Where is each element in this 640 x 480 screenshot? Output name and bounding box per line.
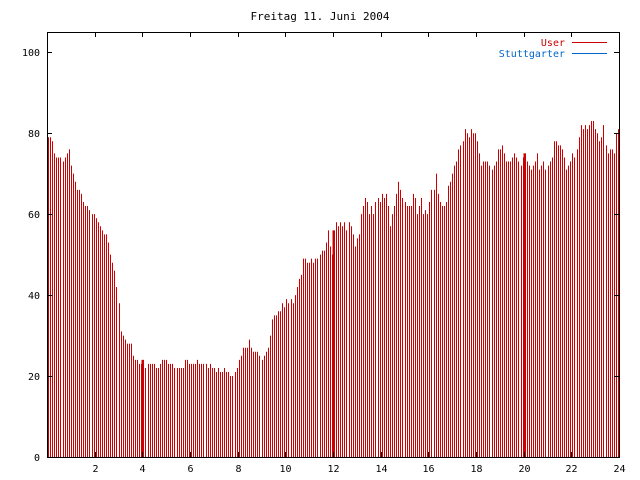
bar-layer (48, 121, 619, 457)
y-tick-label: 20 (28, 372, 40, 383)
chart-title: Freitag 11. Juni 2004 (250, 10, 389, 23)
y-tick-label: 80 (28, 129, 40, 140)
y-tick-label: 0 (34, 453, 40, 464)
x-tick-label: 4 (139, 464, 145, 475)
legend-label-user: User (541, 38, 565, 49)
x-tick-label: 20 (518, 464, 530, 475)
x-tick-label: 18 (470, 464, 482, 475)
x-tick-label: 14 (375, 464, 387, 475)
x-tick-label: 22 (565, 464, 577, 475)
x-tick-label: 2 (92, 464, 98, 475)
y-tick-label: 100 (22, 48, 40, 59)
y-tick-label: 60 (28, 210, 40, 221)
x-tick-label: 6 (187, 464, 193, 475)
legend: User Stuttgarter (499, 38, 607, 60)
y-tick-label: 40 (28, 291, 40, 302)
x-tick-label: 12 (327, 464, 339, 475)
x-tick-label: 8 (235, 464, 241, 475)
legend-label-stuttgarter: Stuttgarter (499, 49, 565, 60)
x-tick-label: 24 (613, 464, 625, 475)
x-tick-label: 16 (422, 464, 434, 475)
x-tick-label: 10 (279, 464, 291, 475)
